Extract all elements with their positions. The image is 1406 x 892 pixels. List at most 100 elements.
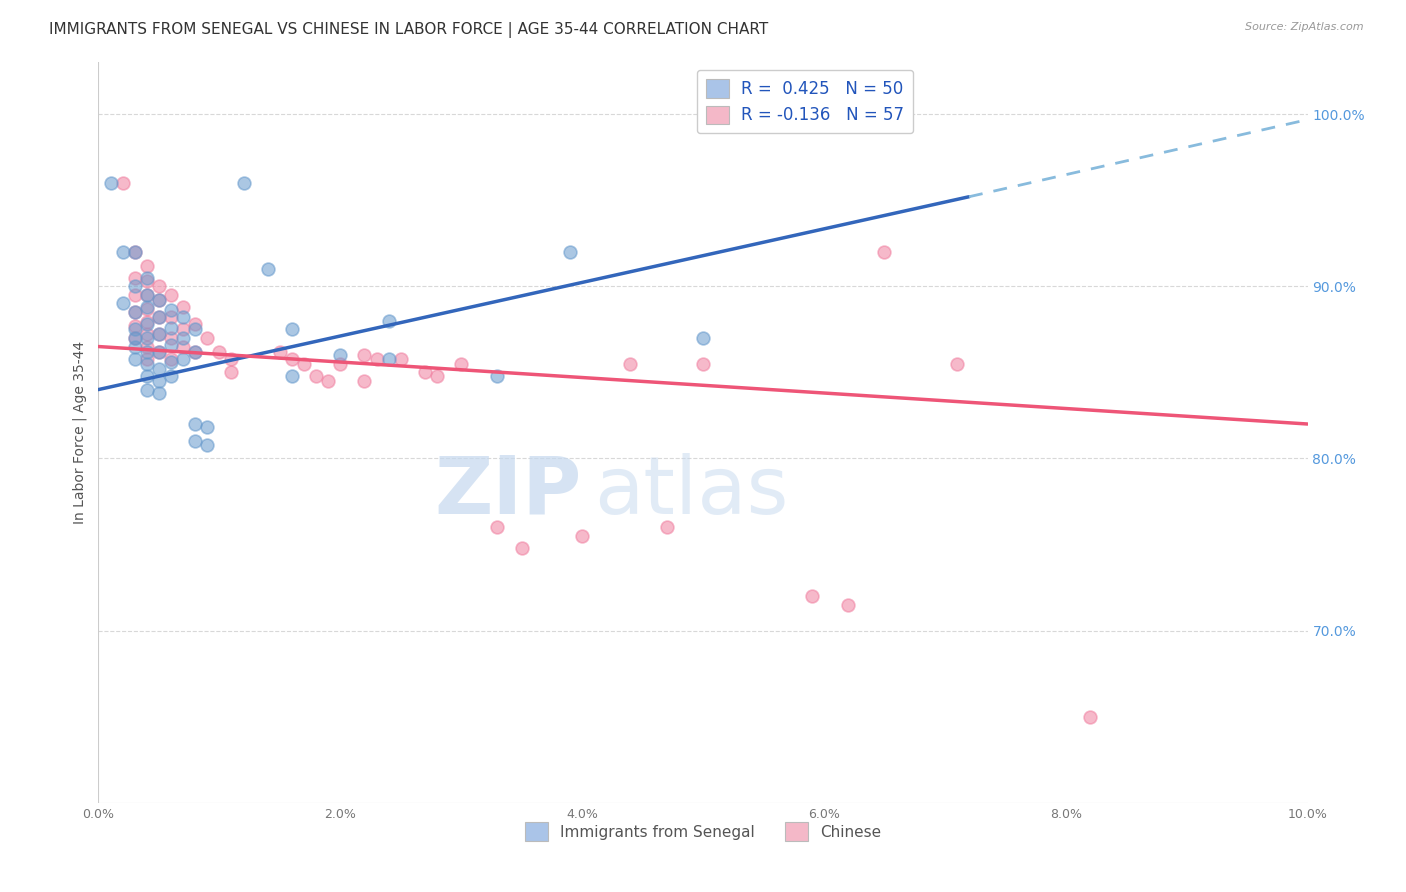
Point xyxy=(377,351,399,366)
Point xyxy=(111,296,134,310)
Point xyxy=(148,344,170,359)
Point xyxy=(256,262,278,277)
Point xyxy=(486,368,509,383)
Point xyxy=(232,176,254,190)
Text: Source: ZipAtlas.com: Source: ZipAtlas.com xyxy=(1246,22,1364,32)
Point xyxy=(366,351,388,366)
Point xyxy=(195,420,218,434)
Point xyxy=(692,331,714,345)
Point xyxy=(148,386,170,401)
Point xyxy=(160,320,183,334)
Point xyxy=(221,351,243,366)
Point xyxy=(172,339,194,353)
Point xyxy=(329,357,352,371)
Point xyxy=(124,318,146,333)
Point xyxy=(148,310,170,325)
Point xyxy=(172,310,194,325)
Point xyxy=(172,351,194,366)
Point xyxy=(148,327,170,342)
Point xyxy=(208,344,231,359)
Point xyxy=(100,176,122,190)
Point xyxy=(135,300,157,314)
Point xyxy=(558,244,581,259)
Point xyxy=(450,357,472,371)
Point xyxy=(135,327,157,342)
Point xyxy=(135,301,157,316)
Point xyxy=(148,362,170,376)
Point xyxy=(148,344,170,359)
Point xyxy=(184,344,207,359)
Point xyxy=(160,310,183,325)
Point xyxy=(692,357,714,371)
Point xyxy=(160,338,183,352)
Point xyxy=(124,244,146,259)
Text: IMMIGRANTS FROM SENEGAL VS CHINESE IN LABOR FORCE | AGE 35-44 CORRELATION CHART: IMMIGRANTS FROM SENEGAL VS CHINESE IN LA… xyxy=(49,22,769,38)
Point xyxy=(135,274,157,288)
Point xyxy=(135,317,157,331)
Point xyxy=(135,357,157,371)
Point xyxy=(160,368,183,383)
Point xyxy=(111,176,134,190)
Point xyxy=(389,351,412,366)
Point xyxy=(135,368,157,383)
Point xyxy=(195,438,218,452)
Point xyxy=(124,305,146,319)
Point xyxy=(172,300,194,314)
Point xyxy=(124,322,146,336)
Point xyxy=(353,348,375,362)
Point xyxy=(281,322,304,336)
Point xyxy=(510,541,533,555)
Point xyxy=(124,331,146,345)
Point xyxy=(124,279,146,293)
Point xyxy=(135,344,157,359)
Point xyxy=(377,314,399,328)
Point xyxy=(292,357,315,371)
Point xyxy=(135,270,157,285)
Point xyxy=(184,344,207,359)
Point xyxy=(195,331,218,345)
Point xyxy=(329,348,352,362)
Point xyxy=(148,293,170,307)
Point xyxy=(184,322,207,336)
Point xyxy=(619,357,641,371)
Point xyxy=(148,279,170,293)
Text: ZIP: ZIP xyxy=(434,453,582,531)
Point xyxy=(269,344,291,359)
Point xyxy=(413,365,436,379)
Point xyxy=(353,374,375,388)
Point xyxy=(160,351,183,366)
Point xyxy=(837,598,859,612)
Point xyxy=(172,322,194,336)
Y-axis label: In Labor Force | Age 35-44: In Labor Force | Age 35-44 xyxy=(73,341,87,524)
Point xyxy=(124,288,146,302)
Point xyxy=(316,374,339,388)
Point xyxy=(135,339,157,353)
Point xyxy=(148,374,170,388)
Point xyxy=(135,331,157,345)
Point xyxy=(1078,709,1101,723)
Point xyxy=(946,357,969,371)
Point xyxy=(135,288,157,302)
Point xyxy=(135,259,157,273)
Point xyxy=(124,331,146,345)
Point xyxy=(486,520,509,534)
Point xyxy=(148,293,170,307)
Point xyxy=(135,315,157,329)
Point xyxy=(221,365,243,379)
Point xyxy=(426,368,449,383)
Point xyxy=(148,310,170,325)
Point xyxy=(184,434,207,449)
Point xyxy=(160,303,183,318)
Point xyxy=(148,327,170,342)
Point xyxy=(124,339,146,353)
Point xyxy=(124,351,146,366)
Point xyxy=(135,288,157,302)
Point xyxy=(281,368,304,383)
Point xyxy=(655,520,678,534)
Point xyxy=(873,244,896,259)
Point xyxy=(172,331,194,345)
Point xyxy=(124,244,146,259)
Point xyxy=(160,331,183,345)
Text: atlas: atlas xyxy=(595,453,789,531)
Legend: Immigrants from Senegal, Chinese: Immigrants from Senegal, Chinese xyxy=(519,816,887,847)
